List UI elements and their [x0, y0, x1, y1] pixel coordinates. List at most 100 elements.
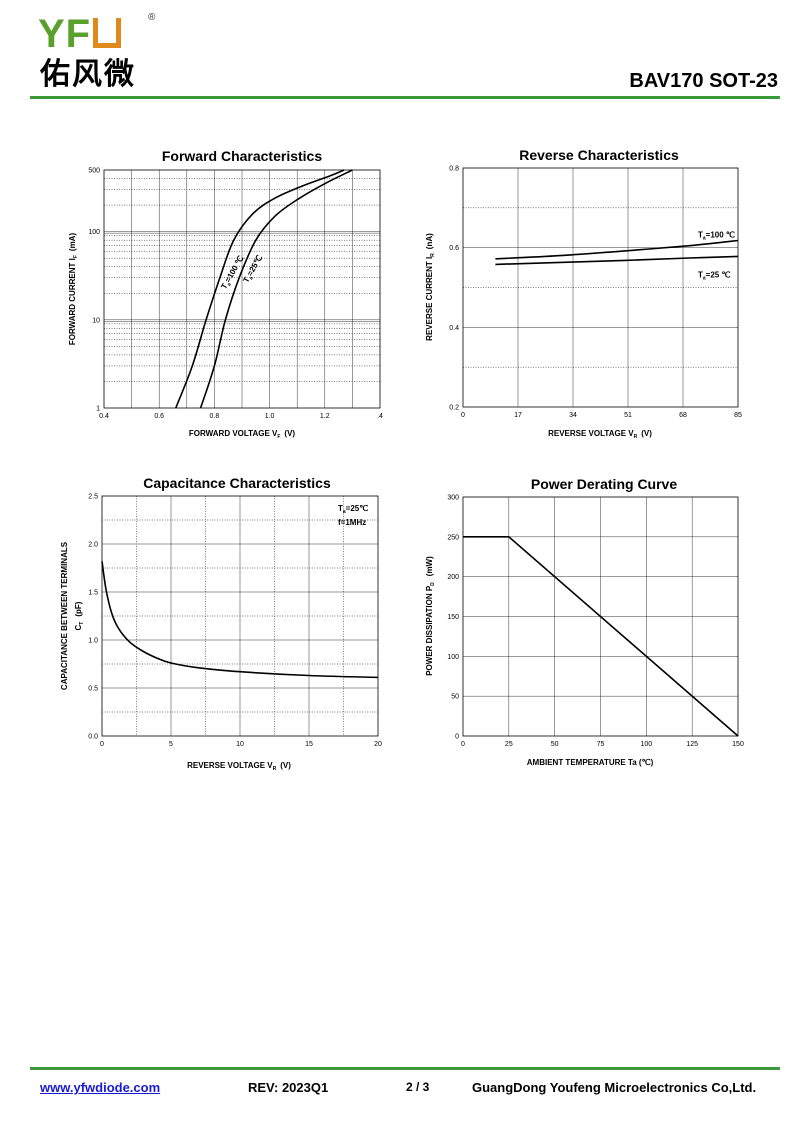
- x-axis-label: AMBIENT TEMPERATURE Ta (℃): [527, 758, 654, 767]
- y-tick-label: 200: [447, 574, 459, 581]
- y-tick-label: 0.6: [449, 245, 459, 252]
- revision: REV: 2023Q1: [248, 1080, 329, 1095]
- x-tick-label: 10: [236, 741, 244, 748]
- x-axis-label: FORWARD VOLTAGE VF (V): [189, 429, 296, 440]
- axis-ticks: 0 25 50 75 100 125 150 0 50 100 150 200 250 300: [447, 495, 744, 749]
- part-number: BAV170 SOT-23: [629, 70, 778, 92]
- chart-grid: [463, 168, 738, 407]
- chart-grid: [104, 170, 380, 408]
- plot-frame: [462, 167, 739, 408]
- y-tick-label: 0.5: [88, 686, 98, 693]
- y-axis-label: REVERSE CURRENT IR(nA): [425, 233, 436, 341]
- x-tick-label: 150: [732, 741, 744, 748]
- x-tick-label: 5: [169, 741, 173, 748]
- series-line-a: [175, 169, 345, 409]
- y-axis-label-line1: CAPACITANCE BETWEEN TERMINALS: [60, 541, 69, 690]
- annotation-frequency: f=1MHz: [338, 518, 366, 527]
- series-label: Ta=100 ℃: [698, 231, 735, 242]
- series-line-a: [463, 536, 739, 737]
- chart-grid: [102, 496, 378, 736]
- x-axis-label: REVERSE VOLTAGE VR (V): [548, 429, 652, 440]
- y-axis-label: FORWARD CURRENT IF(mA): [68, 233, 79, 346]
- series-line-b: [495, 255, 739, 266]
- logo-mark: YF: [38, 14, 122, 54]
- y-axis-label: CT(pF): [74, 601, 85, 630]
- y-tick-label: 300: [447, 495, 459, 502]
- y-tick-label: 500: [88, 168, 100, 175]
- x-tick-label: 1.2: [320, 413, 330, 420]
- axis-ticks: 0 5 10 15 20 0.0 0.5 1.0 1.5 2.0 2.5: [88, 494, 382, 749]
- x-tick-label: .4: [377, 413, 383, 420]
- chart-series: Ta=100 ℃Ta=25℃: [175, 169, 353, 409]
- series-line-a: [101, 561, 379, 679]
- x-tick-label: 85: [734, 412, 742, 419]
- axis-ticks: 0.4 0.6 0.8 1.0 1.2 .4 1 10 100 500: [88, 168, 383, 421]
- x-tick-label: 20: [374, 741, 382, 748]
- annotation-temperature: Ta=25℃: [338, 504, 368, 515]
- y-tick-label: 50: [451, 694, 459, 701]
- y-tick-label: 100: [88, 229, 100, 236]
- y-tick-label: 250: [447, 534, 459, 541]
- website-link[interactable]: www.yfwdiode.com: [40, 1080, 161, 1095]
- chart-title: Forward Characteristics: [162, 148, 322, 164]
- x-tick-label: 0.4: [99, 413, 109, 420]
- y-tick-label: 2.0: [88, 542, 98, 549]
- series-line-b: [199, 169, 353, 409]
- y-tick-label: 1.5: [88, 590, 98, 597]
- chart-title: Power Derating Curve: [531, 476, 677, 492]
- series-label: Ta=25℃: [241, 254, 266, 286]
- page-number: 2 / 3: [406, 1080, 430, 1094]
- company-logo: YF ® 佑风微: [38, 12, 168, 94]
- x-tick-label: 34: [569, 412, 577, 419]
- footer-rule: [30, 1067, 780, 1070]
- x-tick-label: 15: [305, 741, 313, 748]
- y-tick-label: 10: [92, 317, 100, 324]
- x-tick-label: 100: [640, 741, 652, 748]
- y-tick-label: 0: [455, 734, 459, 741]
- y-tick-label: 150: [447, 614, 459, 621]
- x-tick-label: 25: [505, 741, 513, 748]
- x-tick-label: 1.0: [265, 413, 275, 420]
- y-tick-label: 2.5: [88, 494, 98, 501]
- header-rule: [30, 96, 780, 99]
- series-label: Ta=25 ℃: [698, 271, 730, 282]
- logo-chinese-name: 佑风微: [40, 57, 136, 92]
- x-axis-label: REVERSE VOLTAGE VR (V): [187, 761, 291, 772]
- y-tick-label: 1.0: [88, 638, 98, 645]
- company-name: GuangDong Youfeng Microelectronics Co,Lt…: [472, 1080, 757, 1095]
- y-tick-label: 0.8: [449, 166, 459, 173]
- x-tick-label: 75: [597, 741, 605, 748]
- y-tick-label: 0.4: [449, 325, 459, 332]
- x-tick-label: 51: [624, 412, 632, 419]
- reverse-chart: Reverse Characteristics Ta=100 ℃Ta=25 ℃ …: [425, 147, 742, 440]
- x-tick-label: 0: [461, 741, 465, 748]
- plot-frame: [101, 495, 379, 737]
- capacitance-chart: Capacitance Characteristics 0 5 10 15 200.00…: [60, 475, 382, 772]
- y-tick-label: 100: [447, 654, 459, 661]
- x-tick-label: 0: [100, 741, 104, 748]
- series-label: Ta=100 ℃: [219, 254, 247, 291]
- derating-chart: Power Derating Curve 0 25 50 75 100 125 150 0 50…: [425, 476, 744, 767]
- chart-title: Capacitance Characteristics: [143, 475, 331, 491]
- x-tick-label: 0.8: [210, 413, 220, 420]
- series-line-a: [495, 239, 739, 260]
- chart-series: [101, 561, 379, 679]
- x-tick-label: 17: [514, 412, 522, 419]
- y-tick-label: 1: [96, 406, 100, 413]
- y-tick-label: 0.2: [449, 405, 459, 412]
- y-tick-label: 0.0: [88, 734, 98, 741]
- plot-frame: [103, 169, 381, 409]
- registered-mark: ®: [148, 12, 156, 23]
- plot-frame: [462, 496, 739, 737]
- axis-ticks: 0 17 34 51 68 85 0.2 0.4 0.6 0.8: [449, 166, 742, 420]
- forward-chart: Forward Characteristics Ta=100 ℃Ta=25℃ 0…: [68, 148, 383, 440]
- chart-series: [463, 536, 739, 737]
- x-tick-label: 125: [686, 741, 698, 748]
- x-tick-label: 50: [551, 741, 559, 748]
- y-axis-label: POWER DISSIPATION PD(mW): [425, 556, 436, 676]
- chart-series: Ta=100 ℃ Ta=25 ℃: [495, 231, 739, 282]
- x-tick-label: 0: [461, 412, 465, 419]
- x-tick-label: 68: [679, 412, 687, 419]
- x-tick-label: 0.6: [154, 413, 164, 420]
- chart-title: Reverse Characteristics: [519, 147, 679, 163]
